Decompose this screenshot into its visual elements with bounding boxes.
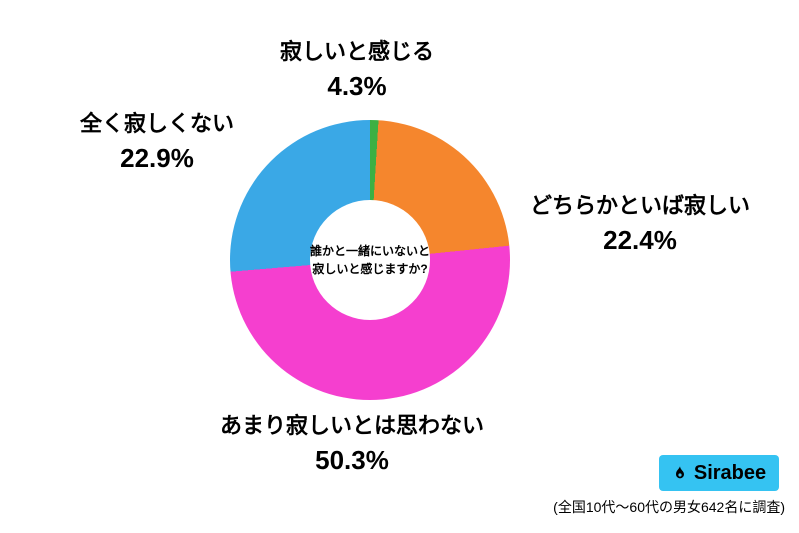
slice-label-text: どちらかといば寂しい [530, 190, 750, 222]
slice-label-text: 寂しいと感じる [280, 36, 434, 68]
slice-label-percent: 22.9% [80, 140, 234, 178]
center-question: 誰かと一緒にいないと 寂しいと感じますか? [310, 242, 430, 278]
slice-label-percent: 4.3% [280, 68, 434, 106]
sirabee-logo: Sirabee [659, 455, 779, 491]
donut-chart: 誰かと一緒にいないと 寂しいと感じますか? [230, 120, 510, 400]
slice-label-text: あまり寂しいとは思わない [220, 410, 484, 442]
slice-label-not-really-lonely: あまり寂しいとは思わない 50.3% [220, 410, 484, 480]
slice-label-feel-lonely: 寂しいと感じる 4.3% [280, 36, 434, 106]
slice-label-percent: 22.4% [530, 222, 750, 260]
flame-icon [672, 465, 688, 481]
survey-footnote: (全国10代〜60代の男女642名に調査) [553, 497, 785, 517]
slice-label-text: 全く寂しくない [80, 108, 234, 140]
logo-text: Sirabee [694, 462, 766, 485]
slice-label-not-lonely-at-all: 全く寂しくない 22.9% [80, 108, 234, 178]
slice-label-percent: 50.3% [220, 442, 484, 480]
slice-label-somewhat-lonely: どちらかといば寂しい 22.4% [530, 190, 750, 260]
donut-hole: 誰かと一緒にいないと 寂しいと感じますか? [310, 200, 430, 320]
